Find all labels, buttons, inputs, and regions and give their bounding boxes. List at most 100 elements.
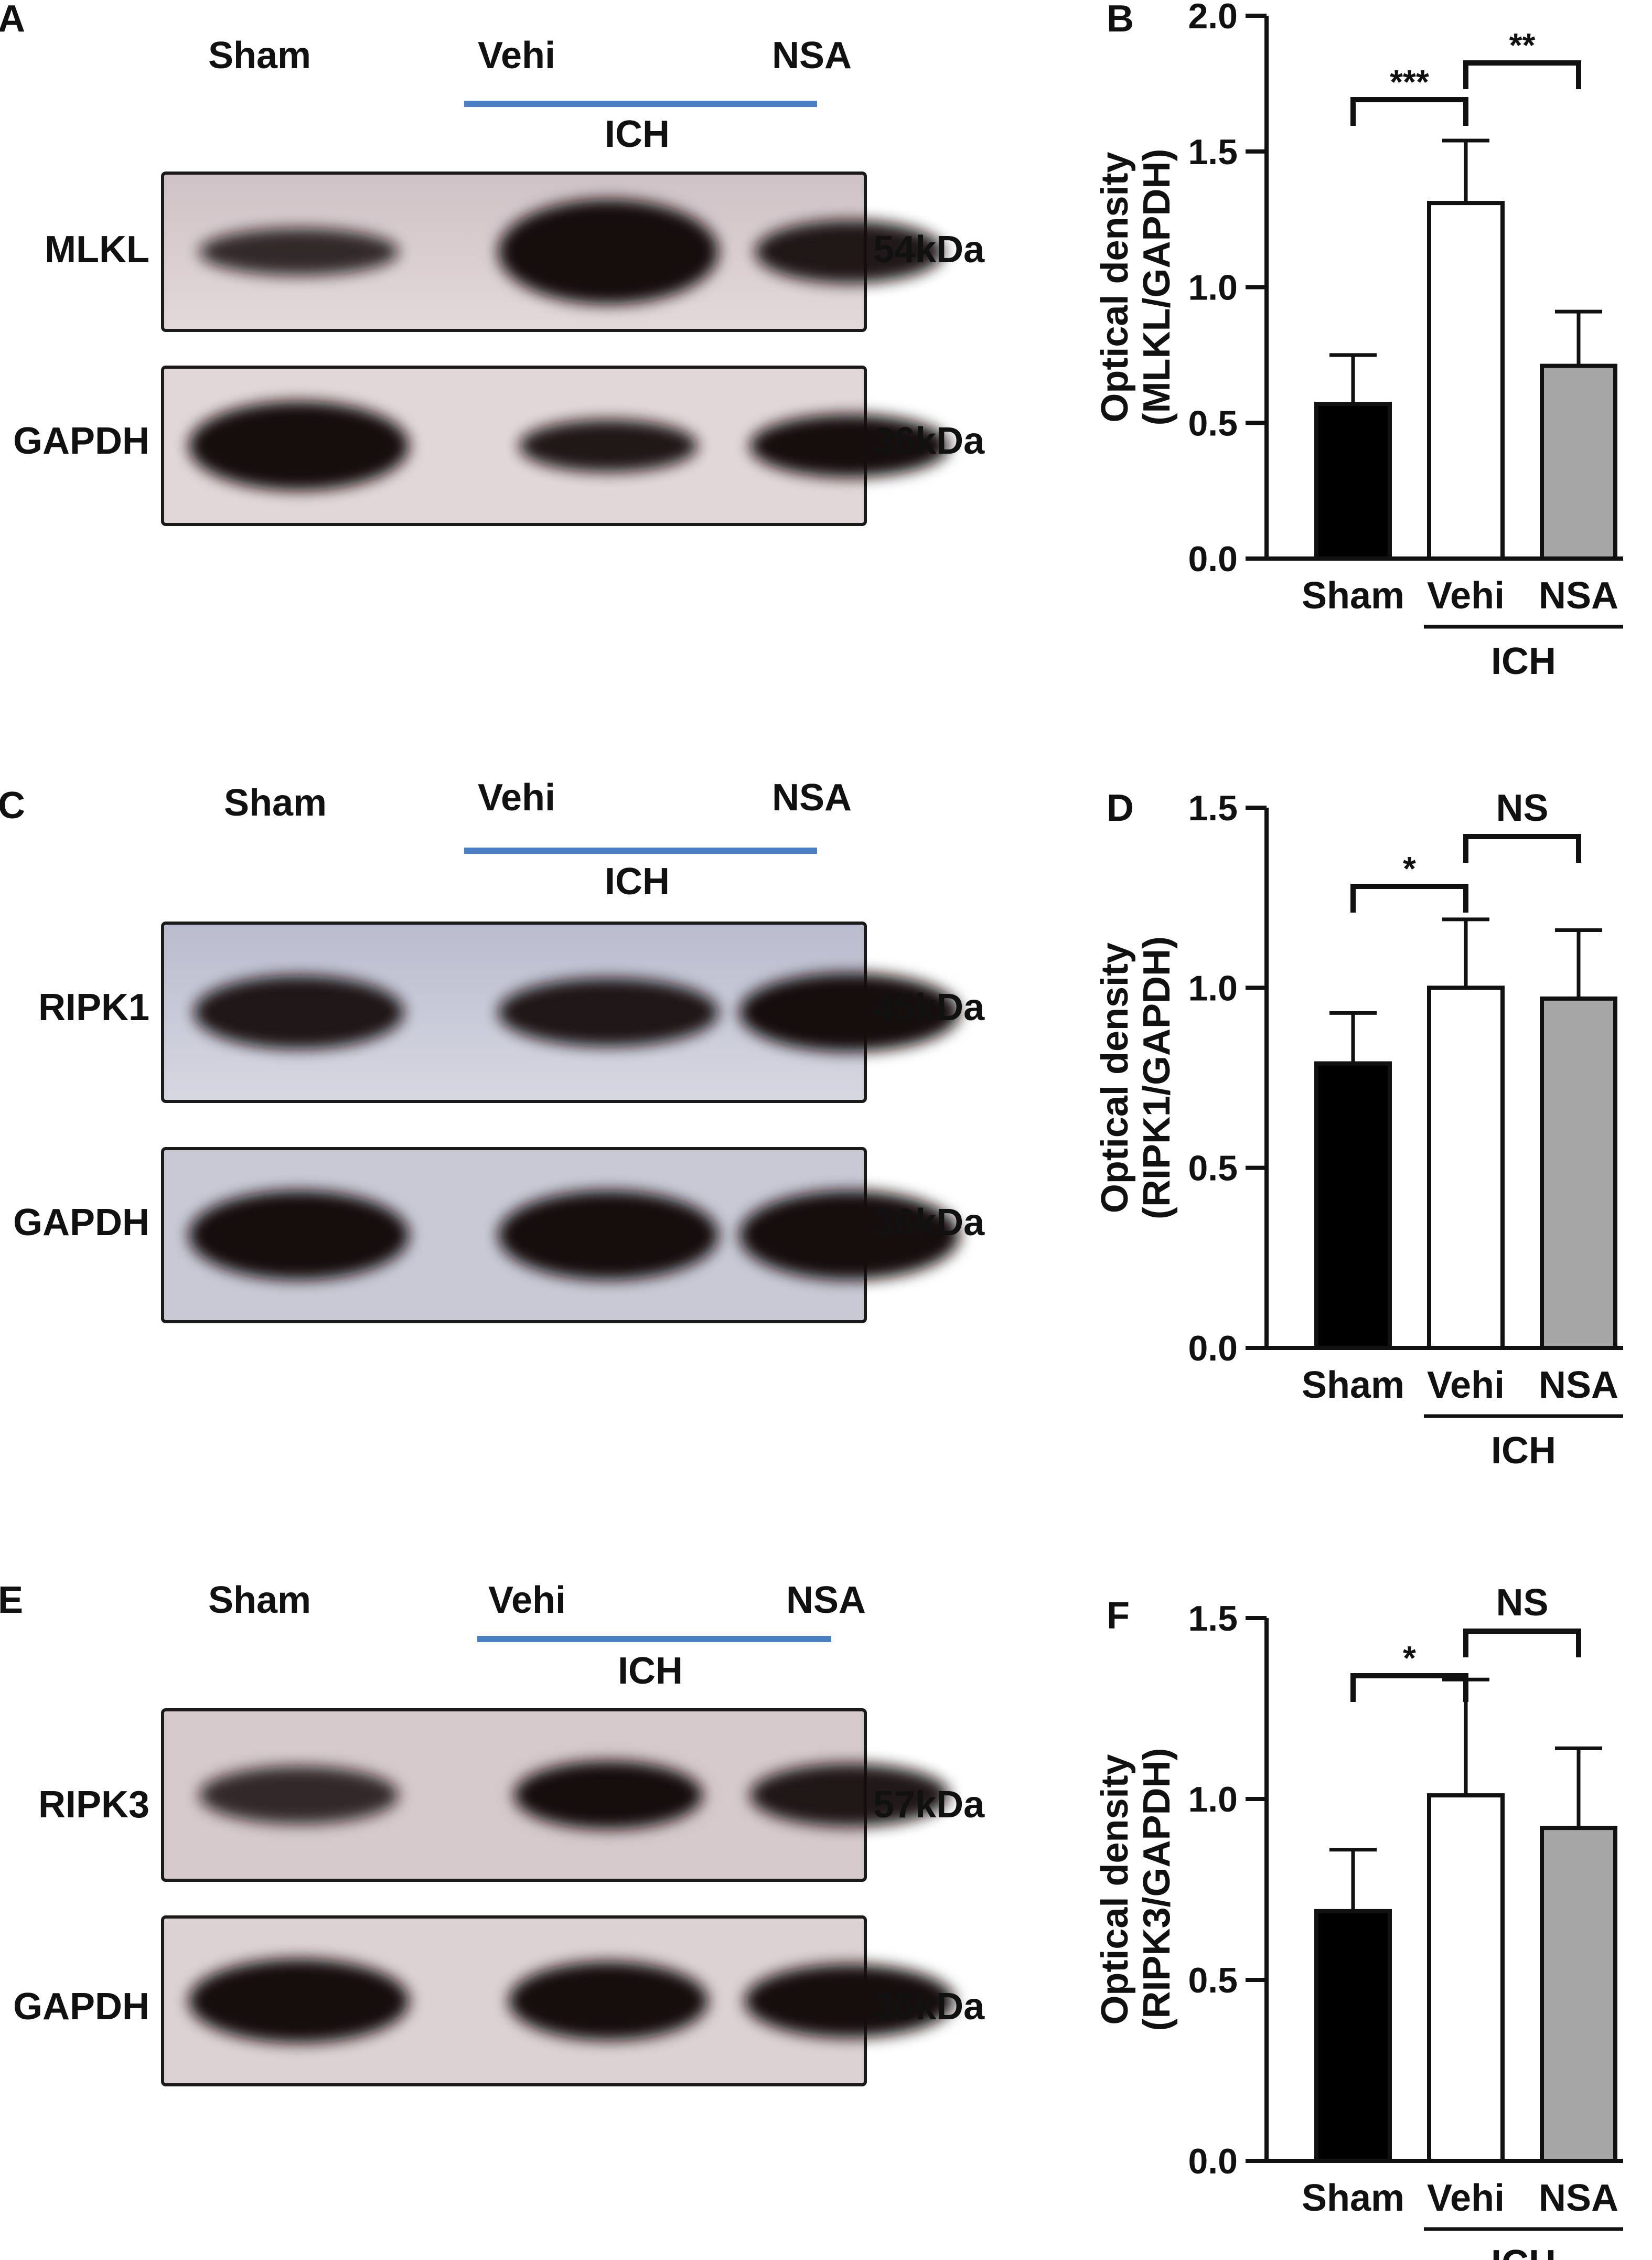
- blot-band: [199, 228, 399, 275]
- y-tick-label: 0.5: [1188, 1149, 1238, 1188]
- lane-label-sham: Sham: [208, 35, 311, 77]
- x-tick-label: Vehi: [1427, 575, 1505, 617]
- blot-band: [739, 1191, 960, 1280]
- ich-label: ICH: [1491, 640, 1556, 682]
- blot-band: [745, 1964, 954, 2038]
- blot-row-gapdh: GAPDH 36kDa: [13, 366, 985, 526]
- y-axis-label: Optical density: [1094, 152, 1136, 422]
- protein-label: MLKL: [45, 229, 149, 271]
- y-tick-label: 2.0: [1188, 0, 1238, 36]
- panel-letter: A: [0, 0, 25, 40]
- molecular-weight-label: 45kDa: [873, 987, 985, 1029]
- lane-label-vehi: Vehi: [478, 35, 555, 77]
- ich-label: ICH: [618, 1650, 683, 1692]
- ich-label: ICH: [605, 113, 670, 155]
- ich-label: ICH: [1491, 2243, 1556, 2260]
- blot-panel-c: C Sham Vehi NSA ICH RIPK1 45kDa GAPDH 36kDa: [0, 777, 985, 1323]
- blot-band: [194, 976, 404, 1049]
- molecular-weight-label: 36kDa: [873, 420, 985, 462]
- ich-label: ICH: [1491, 1430, 1556, 1472]
- bar-nsa: [1540, 996, 1617, 1350]
- lane-label-vehi: Vehi: [478, 777, 555, 819]
- significance-bracket: [1463, 60, 1581, 89]
- y-tick-label: 0.0: [1188, 539, 1238, 579]
- significance-label: NS: [1496, 1582, 1548, 1624]
- bar-sham: [1314, 1061, 1392, 1350]
- blot-panel-e: E Sham Vehi NSA ICH RIPK3 57kDa GAPDH 36kDa: [0, 1579, 985, 2086]
- x-tick-label: NSA: [1539, 2177, 1618, 2219]
- blot-row-mlkl: MLKL 54kDa: [45, 172, 985, 332]
- y-tick-label: 0.5: [1188, 1961, 1238, 2000]
- molecular-weight-label: 57kDa: [873, 1784, 985, 1826]
- blot-panel-a: A Sham Vehi NSA ICH MLKL 54kDa GAPDH 36kDa: [0, 0, 985, 526]
- protein-label: GAPDH: [13, 1202, 149, 1244]
- y-tick-label: 1.0: [1188, 1780, 1238, 1819]
- bar-chart-d: D 0.0 0.5 1.0 1.5 Optical density (RIPK1/GAPDH…: [1094, 787, 1623, 1472]
- y-axis-label: (RIPK1/GAPDH): [1136, 936, 1178, 1219]
- significance-label: *: [1403, 1639, 1416, 1677]
- blot-band: [498, 978, 718, 1046]
- y-tick-label: 1.5: [1188, 1599, 1238, 1638]
- protein-label: GAPDH: [13, 1986, 149, 2028]
- ich-label: ICH: [605, 861, 670, 903]
- x-tick-label: Sham: [1302, 2177, 1404, 2219]
- bar-vehi: [1427, 201, 1505, 561]
- bar-nsa: [1540, 363, 1617, 561]
- blot-band: [519, 420, 698, 472]
- y-tick-label: 0.5: [1188, 403, 1238, 443]
- significance-bracket: [1350, 1673, 1468, 1702]
- blot-band: [750, 414, 949, 477]
- panel-letter: D: [1107, 787, 1134, 829]
- lane-label-vehi: Vehi: [488, 1579, 566, 1621]
- bar-chart-b: B 0.0 0.5 1.0 1.5 2.0 Optical density (MLKL/GAP…: [1094, 0, 1623, 682]
- panel-letter: F: [1107, 1595, 1130, 1637]
- lane-label-nsa: NSA: [772, 777, 852, 819]
- lane-label-nsa: NSA: [772, 35, 852, 77]
- blot-band: [199, 1766, 399, 1824]
- blot-band: [498, 199, 718, 304]
- molecular-weight-label: 36kDa: [873, 1986, 985, 2028]
- blot-band: [514, 1761, 703, 1829]
- blot-band: [189, 1191, 409, 1280]
- molecular-weight-label: 36kDa: [873, 1202, 985, 1244]
- blot-row-gapdh: GAPDH 36kDa: [13, 1915, 985, 2086]
- x-tick-label: NSA: [1539, 1364, 1618, 1406]
- bar-vehi: [1427, 986, 1505, 1351]
- protein-label: RIPK1: [38, 987, 149, 1029]
- blot-band: [509, 1962, 708, 2040]
- significance-label: **: [1509, 26, 1536, 64]
- bar-sham: [1314, 402, 1392, 561]
- panel-letter: B: [1107, 0, 1134, 40]
- y-axis-label: Optical density: [1094, 942, 1136, 1213]
- lane-label-nsa: NSA: [786, 1579, 866, 1621]
- significance-bracket: [1463, 1629, 1581, 1657]
- significance-bracket: [1350, 884, 1468, 913]
- y-tick-label: 1.0: [1188, 968, 1238, 1008]
- significance-bracket: [1350, 97, 1468, 126]
- blot-row-ripk1: RIPK1 45kDa: [38, 922, 985, 1103]
- bar-nsa: [1540, 1826, 1617, 2163]
- y-tick-label: 1.0: [1188, 268, 1238, 308]
- blot-band: [189, 401, 409, 490]
- significance-bracket: [1463, 834, 1581, 863]
- blot-band: [755, 220, 944, 283]
- y-tick-label: 0.0: [1188, 1329, 1238, 1368]
- blot-row-gapdh: GAPDH 36kDa: [13, 1147, 985, 1323]
- significance-label: NS: [1496, 787, 1548, 829]
- y-axis-label: Optical density: [1094, 1754, 1136, 2025]
- x-tick-label: NSA: [1539, 575, 1618, 617]
- y-tick-label: 1.5: [1188, 788, 1238, 828]
- panel-letter: E: [0, 1579, 23, 1621]
- bar-sham: [1314, 1909, 1392, 2163]
- y-axis-label: (MLKL/GAPDH): [1136, 149, 1178, 426]
- x-tick-label: Vehi: [1427, 1364, 1505, 1406]
- y-tick-label: 1.5: [1188, 132, 1238, 172]
- lane-label-sham: Sham: [208, 1579, 311, 1621]
- molecular-weight-label: 54kDa: [873, 229, 985, 271]
- protein-label: RIPK3: [38, 1784, 149, 1826]
- x-tick-label: Sham: [1302, 575, 1404, 617]
- lane-label-sham: Sham: [224, 782, 327, 824]
- bar-vehi: [1427, 1793, 1505, 2163]
- y-axis-label: (RIPK3/GAPDH): [1136, 1748, 1178, 2031]
